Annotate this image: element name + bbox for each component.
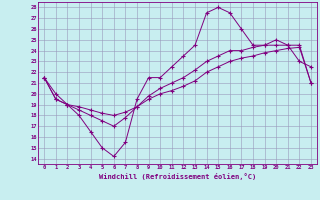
- X-axis label: Windchill (Refroidissement éolien,°C): Windchill (Refroidissement éolien,°C): [99, 173, 256, 180]
